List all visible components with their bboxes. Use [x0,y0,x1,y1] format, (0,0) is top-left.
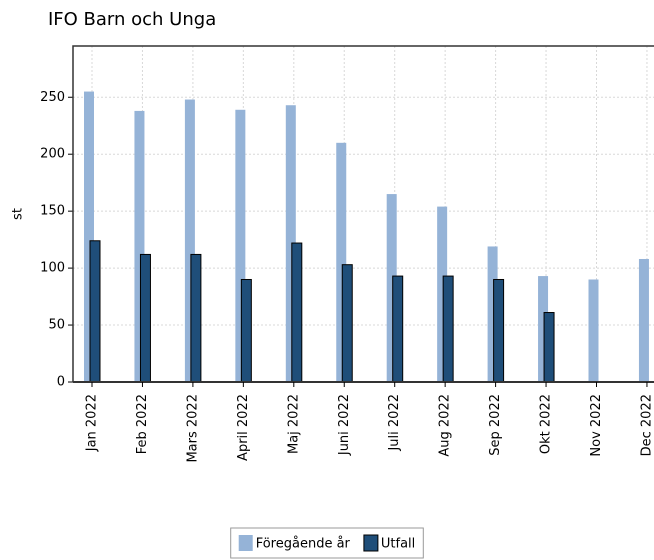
axis-frame [72,45,654,382]
x-tick-label: April 2022 [236,394,251,461]
bar [134,110,145,383]
y-tick-label: 250 [40,90,65,105]
bar [386,194,397,382]
legend-label: Föregående år [256,537,351,552]
x-tick-label: Mars 2022 [185,394,200,463]
bar [285,105,296,383]
bar [392,275,404,383]
bar [84,91,94,382]
x-tick-label: Dec 2022 [639,394,654,456]
bar [190,253,202,383]
bar [139,253,151,383]
bar [240,278,252,383]
bar [437,206,448,382]
bar [235,109,246,382]
legend: Föregående år Utfall [230,527,424,559]
x-tick-label: Juni 2022 [337,394,352,456]
bar [638,258,649,382]
y-axis-label: st [11,208,26,220]
bar [588,279,599,382]
x-tick-label: Sep 2022 [488,394,503,456]
bar [538,276,549,382]
legend-box [230,527,424,559]
x-tick-label: Maj 2022 [286,394,301,454]
x-tick-label: Nov 2022 [589,394,604,457]
bar [291,242,303,383]
x-tick-label: Aug 2022 [438,394,453,457]
x-tick-label: Jan 2022 [85,394,100,452]
y-tick-label: 0 [57,375,65,390]
x-tick-label: Okt 2022 [539,394,554,454]
bar [89,240,101,383]
bar [442,275,454,383]
y-tick-label: 50 [48,318,65,333]
bar [543,312,555,383]
legend-label: Utfall [381,537,415,552]
legend-swatch [238,535,253,551]
bar [336,142,347,382]
y-tick-label: 100 [40,261,65,276]
bar [487,246,498,382]
chart-title: IFO Barn och Unga [48,9,216,30]
bar [493,278,505,383]
x-tick-label: Feb 2022 [135,394,150,454]
legend-swatch [363,534,379,552]
y-tick-label: 200 [40,147,65,162]
y-tick-label: 150 [40,204,65,219]
bar [341,264,353,383]
bar [184,99,195,383]
x-tick-label: Juli 2022 [387,394,402,452]
